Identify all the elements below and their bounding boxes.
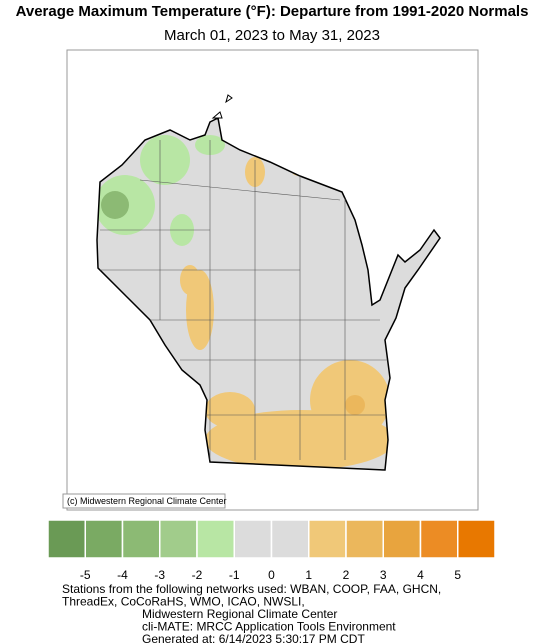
title: Average Maximum Temperature (°F): Depart… [16,3,529,20]
legend: -5 -4 -3 -2 -1 0 1 2 3 4 5 [47,519,496,582]
state-map [96,94,441,471]
legend-tick-label: -3 [154,568,165,582]
legend-tick-label: 4 [417,568,424,582]
legend-swatch [159,519,198,559]
legend-swatch [457,519,496,559]
legend-swatch [270,519,310,559]
footer-line: Stations from the following networks use… [62,582,441,596]
legend-tick-label: 2 [343,568,350,582]
legend-swatch [233,519,273,559]
footer-line: ThreadEx, CoCoRaHS, WMO, ICAO, NWSLI, [62,595,305,609]
legend-swatch [419,519,459,559]
footer: Stations from the following networks use… [62,582,441,643]
legend-swatch [345,519,384,559]
subtitle: March 01, 2023 to May 31, 2023 [164,27,380,44]
legend-swatch [47,519,86,559]
legend-swatch [308,519,347,559]
legend-swatch [196,519,235,559]
legend-swatch [382,519,422,559]
legend-tick-label: -2 [192,568,203,582]
legend-swatch [121,519,161,559]
legend-tick-label: 3 [380,568,387,582]
footer-line: Generated at: 6/14/2023 5:30:17 PM CDT [142,632,365,643]
legend-tick-label: 0 [268,568,275,582]
legend-tick-label: 5 [454,568,461,582]
footer-line: cli-MATE: MRCC Application Tools Environ… [142,620,396,634]
legend-tick-label: -4 [117,568,128,582]
legend-swatch [84,519,124,559]
legend-tick-label: 1 [305,568,312,582]
credit-box [62,493,226,509]
credit: (c) Midwestern Regional Climate Center [67,496,227,506]
footer-line: Midwestern Regional Climate Center [142,607,337,621]
legend-tick-label: -5 [80,568,91,582]
legend-tick-label: -1 [229,568,240,582]
